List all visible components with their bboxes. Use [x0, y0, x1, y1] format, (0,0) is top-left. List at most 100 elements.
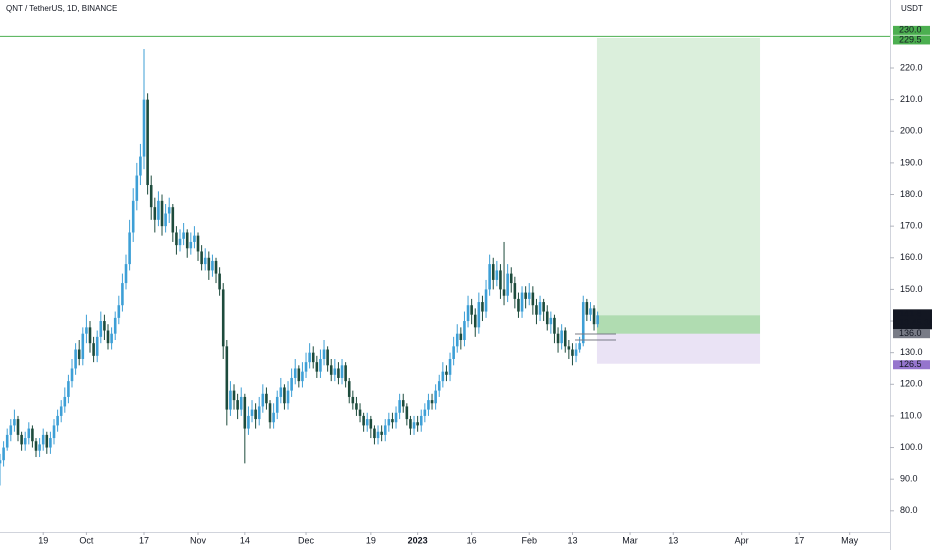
- candle-body: [157, 200, 160, 220]
- candle-body: [56, 415, 59, 426]
- candle-body: [247, 415, 250, 429]
- y-tick-label: 100.0: [900, 442, 923, 452]
- candle-body: [2, 447, 5, 461]
- x-tick-label: Apr: [735, 535, 749, 545]
- y-tick-label: 160.0: [900, 252, 923, 262]
- candle-body: [355, 403, 358, 410]
- candle-body: [499, 270, 502, 290]
- candle-body: [207, 257, 211, 271]
- candle-body: [416, 422, 419, 426]
- candle-body: [13, 419, 16, 426]
- candle-body: [538, 302, 542, 315]
- y-tick-label: 180.0: [900, 189, 923, 199]
- candle-body: [229, 390, 232, 410]
- candle-body: [45, 434, 49, 448]
- x-tick-label: 2023: [408, 535, 428, 545]
- axis-labels: 80.090.0100.0110.0120.0130.0140.0150.016…: [38, 25, 932, 545]
- candle-body: [99, 321, 103, 337]
- candle-body: [308, 352, 311, 363]
- candle-body: [459, 333, 463, 341]
- candle-body: [49, 438, 52, 448]
- candle-body: [373, 428, 376, 439]
- y-axis-unit: USDT: [901, 4, 923, 13]
- x-tick-label: May: [841, 535, 859, 545]
- x-tick-label: 19: [38, 535, 48, 545]
- candle-body: [495, 270, 499, 280]
- candle-body: [448, 358, 452, 375]
- candle-body: [38, 444, 41, 451]
- candle-body: [556, 333, 560, 344]
- candle-body: [405, 406, 409, 420]
- candle-body: [319, 358, 322, 372]
- candle-body: [286, 390, 290, 404]
- candle-body: [383, 425, 387, 435]
- candle-body: [272, 412, 275, 423]
- candle-body: [376, 431, 380, 439]
- candle-body: [85, 327, 88, 334]
- plot-area: [0, 35, 890, 486]
- y-tick-label: 190.0: [900, 157, 923, 167]
- candle-body: [387, 419, 391, 426]
- x-tick-label: 17: [139, 535, 149, 545]
- candle-body: [74, 349, 77, 369]
- candle-body: [491, 264, 495, 280]
- candle-body: [401, 400, 405, 407]
- candle-body: [463, 321, 466, 341]
- candle-body: [369, 419, 373, 429]
- candle-body: [31, 428, 34, 442]
- candle-body: [391, 419, 394, 423]
- entry-label-box: [893, 329, 930, 339]
- candle-body: [236, 400, 239, 410]
- candle-body: [283, 387, 286, 404]
- candle-body: [520, 292, 524, 312]
- candle-body: [203, 257, 207, 265]
- x-tick-label: 13: [668, 535, 678, 545]
- candle-body: [81, 333, 85, 359]
- candle-body: [160, 200, 164, 227]
- stop-label-box: [893, 360, 930, 370]
- stop-label: 126.5: [899, 359, 922, 369]
- candle-body: [88, 327, 92, 344]
- candle-body: [27, 428, 31, 439]
- candle-body: [524, 292, 527, 299]
- candle-body: [261, 393, 265, 407]
- candle-body: [142, 99, 146, 157]
- candle-body: [221, 289, 225, 347]
- candle-body: [445, 371, 448, 375]
- x-tick-label: 14: [240, 535, 250, 545]
- hline-label-box: [893, 25, 930, 35]
- x-tick-label: Feb: [521, 535, 537, 545]
- candle-body: [23, 438, 27, 445]
- candle-body: [92, 343, 95, 356]
- candle-body: [0, 460, 2, 464]
- candle-body: [549, 317, 553, 325]
- candle-body: [560, 330, 563, 344]
- candle-body: [592, 308, 596, 325]
- candle-body: [567, 346, 571, 350]
- candle-body: [311, 352, 315, 363]
- candle-body: [70, 368, 74, 382]
- candle-body: [290, 377, 293, 391]
- candle-body: [434, 390, 437, 404]
- candle-body: [20, 434, 23, 445]
- candle-body: [545, 311, 549, 325]
- entry-label: 136.0: [899, 328, 922, 338]
- candle-body: [423, 409, 427, 416]
- candle-body: [16, 419, 20, 435]
- candle-body: [315, 362, 319, 372]
- candle-body: [95, 336, 99, 356]
- candle-body: [189, 241, 193, 249]
- candle-body: [153, 207, 157, 220]
- candle-body: [571, 349, 574, 356]
- candle-body: [113, 317, 117, 334]
- candle-body: [488, 264, 491, 290]
- candle-body: [77, 349, 81, 359]
- y-tick-label: 110.0: [900, 410, 922, 420]
- candle-body: [239, 396, 243, 410]
- candle-body: [275, 396, 279, 413]
- candle-body: [304, 362, 308, 372]
- candle-body: [398, 400, 401, 413]
- candle-body: [34, 441, 38, 451]
